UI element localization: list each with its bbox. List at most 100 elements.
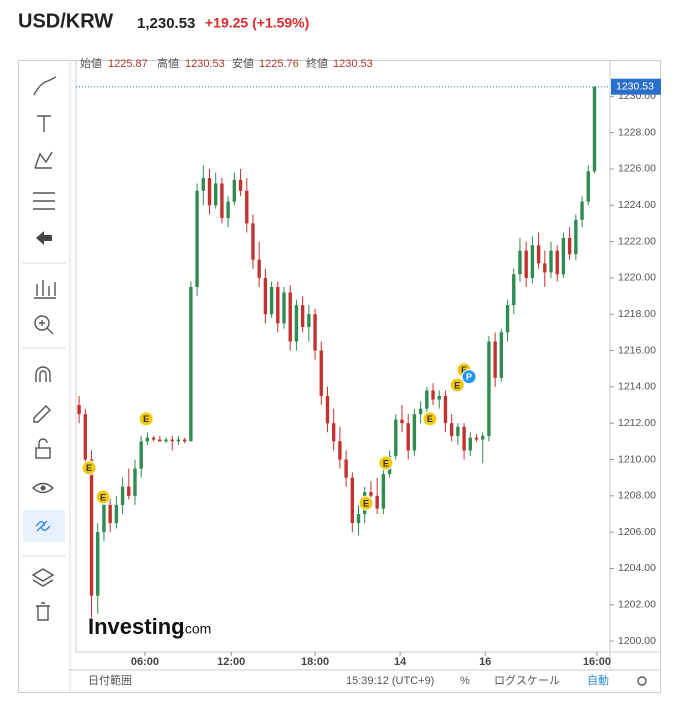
event-label: E (461, 365, 467, 375)
candle-body (412, 414, 417, 451)
candle-body (232, 179, 237, 202)
tool-back[interactable] (36, 231, 52, 245)
event-marker (95, 489, 111, 505)
event-label: E (427, 414, 433, 424)
last-price-label: 1230.53 (616, 80, 654, 92)
ohlc-legend: 始値 1225.87 高値 1230.53 安値 1225.76 終値 1230… (80, 56, 373, 70)
event-marker (81, 460, 97, 476)
candle-body (145, 437, 150, 442)
candle-body (567, 237, 572, 255)
logo-suffix: .com (181, 621, 211, 637)
x-tick-label: 06:00 (131, 656, 159, 668)
tool-zoom[interactable] (34, 315, 50, 331)
candle-body (288, 292, 292, 342)
y-tick-label: 1210.00 (618, 453, 656, 465)
settings[interactable] (637, 676, 647, 686)
candle-body (120, 486, 125, 505)
candle-body (158, 439, 162, 442)
tool-unlock-shackle (38, 438, 48, 448)
tool-magnet[interactable] (35, 366, 51, 382)
y-tick-label: 1228.00 (618, 126, 656, 138)
candle-body (114, 504, 119, 524)
candle-body (201, 178, 205, 191)
legend-value: 1230.53 (185, 58, 225, 70)
tool-unlock[interactable] (35, 447, 51, 459)
candle-body (536, 245, 541, 264)
candle-body (102, 504, 106, 533)
candle-body (456, 426, 460, 436)
candle-body (257, 259, 261, 278)
symbol: USD/KRW (18, 10, 113, 32)
candle-body (481, 435, 485, 440)
tool-zoom-glass (39, 320, 54, 335)
candle-body (238, 179, 243, 191)
candle-body (77, 405, 81, 415)
event-marker (422, 411, 438, 427)
event-marker (138, 411, 154, 427)
tool-fib[interactable] (33, 192, 55, 210)
legend-label: 安値 (232, 56, 254, 70)
candle-body (574, 219, 578, 255)
candle-body (319, 350, 323, 396)
candle-body (189, 286, 193, 442)
event-label: E (86, 463, 92, 473)
candle-body (369, 492, 373, 496)
percent-toggle[interactable]: % (460, 675, 470, 687)
event-marker (378, 455, 394, 471)
candle-body (89, 459, 94, 596)
x-tick-label: 18:00 (301, 656, 329, 668)
candle-body (195, 190, 199, 287)
candle-body (425, 390, 429, 409)
tool-text[interactable] (37, 115, 51, 132)
date-range[interactable]: 日付範囲 (88, 673, 132, 687)
y-tick-label: 1224.00 (618, 199, 656, 211)
candle-body (83, 414, 88, 460)
footer: 日付範囲 15:39:12 (UTC+9) % ログスケール 自動 (88, 673, 647, 687)
auto-toggle[interactable]: 自動 (587, 673, 609, 687)
last-price-tag (611, 78, 661, 95)
tool-brush[interactable] (33, 76, 57, 96)
candle-body (406, 423, 410, 451)
candle-body (127, 486, 131, 496)
tool-eye[interactable] (31, 482, 55, 494)
legend-value: 1225.87 (108, 58, 148, 70)
candle-body (182, 439, 187, 442)
candle-body (350, 477, 355, 524)
tool-lock-draw[interactable] (33, 405, 51, 423)
candle-body (282, 292, 286, 324)
candle-body (580, 201, 584, 220)
candle-body (555, 250, 559, 275)
plot: 1200.00 1202.00 1204.00 1206.00 1208.00 1210.… (76, 78, 661, 668)
candle-body (139, 441, 143, 469)
tool-trash[interactable] (36, 602, 50, 621)
clock: 15:39:12 (UTC+9) (346, 675, 434, 687)
event-label: E (363, 498, 369, 508)
price: 1,230.53 (137, 15, 195, 32)
candle-body (543, 263, 547, 273)
candle-body (431, 390, 435, 400)
log-toggle[interactable]: ログスケール (494, 673, 560, 687)
candle-body (549, 250, 553, 273)
legend-value: 1230.53 (333, 58, 373, 70)
candle-body (133, 468, 137, 496)
legend-value: 1225.76 (259, 58, 299, 70)
candle-body (487, 341, 491, 436)
tool-pattern[interactable] (34, 151, 53, 169)
candle-body (338, 441, 342, 460)
candle-body (294, 305, 299, 342)
candle-body (300, 305, 305, 327)
y-tick-label: 1218.00 (618, 308, 656, 320)
x-tick-label: 12:00 (217, 656, 245, 668)
event-marker (449, 377, 465, 393)
candle-body (344, 459, 348, 478)
candle-body (449, 423, 454, 436)
y-tick-label: 1226.00 (618, 163, 656, 175)
tool-link[interactable] (35, 520, 51, 532)
candle-body (592, 86, 597, 172)
tool-indicator[interactable] (34, 280, 56, 299)
candle-body (381, 474, 386, 509)
tool-layers[interactable] (31, 568, 55, 587)
event-label: E (100, 492, 106, 502)
candle-body (96, 532, 100, 596)
candle-body (170, 439, 174, 442)
